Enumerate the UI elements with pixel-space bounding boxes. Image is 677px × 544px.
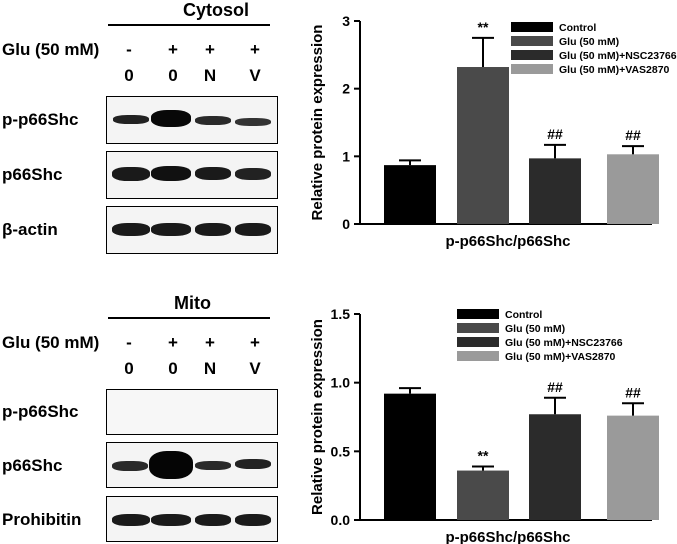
legend-swatch — [457, 323, 499, 333]
band — [113, 115, 149, 124]
cytosol-row-label: p-p66Shc — [2, 110, 79, 129]
band — [112, 223, 150, 236]
legend-swatch — [511, 22, 553, 32]
x-axis-label: p-p66Shc/p66Shc — [445, 233, 570, 250]
bar — [607, 154, 659, 224]
cytosol-lane-label: N — [203, 66, 217, 85]
mito-lane-label: V — [249, 359, 261, 378]
mito-glu-sign: - — [126, 333, 132, 352]
mito-blot-p-p66shc — [106, 389, 278, 435]
mito-blot-prohibitin — [106, 496, 278, 542]
legend-swatch — [511, 64, 553, 74]
mito-glu-sign: + — [205, 333, 215, 352]
significance-label: ## — [625, 384, 641, 400]
legend-entry: Glu (50 mM)+NSC23766 — [559, 50, 677, 62]
mito-row-label: Prohibitin — [2, 510, 82, 529]
band — [151, 110, 191, 127]
significance-label: ## — [547, 379, 563, 395]
mito-lane-label: N — [203, 359, 217, 378]
bar — [607, 415, 659, 520]
band — [151, 166, 191, 181]
y-tick-label: 1.0 — [331, 375, 351, 391]
cytosol-blot-beta-actin — [106, 206, 278, 254]
legend-swatch — [511, 50, 553, 60]
cytosol-glu-sign: + — [168, 40, 178, 59]
bar — [529, 414, 581, 520]
legend-entry: Glu (50 mM) — [559, 36, 619, 48]
cytosol-header-line — [108, 24, 270, 26]
mito-header: Mito — [174, 293, 211, 313]
band — [235, 459, 271, 469]
cytosol-lane-label: 0 — [168, 66, 178, 85]
cytosol-treatment-label: Glu (50 mM) — [2, 40, 100, 59]
mito-bar-chart: Relative protein expression 0.0 0.5 1.0 1.5 *… — [309, 306, 659, 544]
cytosol-lane-label: V — [249, 66, 261, 85]
y-tick-label: 0.5 — [331, 443, 351, 459]
band — [112, 461, 148, 471]
bar — [457, 470, 509, 520]
y-tick-label: 0.0 — [331, 512, 351, 528]
mito-blot-p66shc — [106, 442, 278, 488]
cytosol-row-label: p66Shc — [2, 165, 63, 184]
band — [195, 116, 231, 125]
band — [195, 514, 231, 526]
cytosol-header: Cytosol — [183, 0, 250, 20]
cytosol-glu-sign: - — [126, 40, 132, 59]
y-axis-label: Relative protein expression — [309, 319, 326, 515]
band — [112, 514, 150, 526]
bar — [457, 67, 509, 224]
mito-treatment-label: Glu (50 mM) — [2, 333, 100, 352]
band — [151, 514, 191, 526]
band — [195, 461, 231, 470]
mito-row-label: p66Shc — [2, 456, 63, 475]
y-axis-label: Relative protein expression — [309, 25, 326, 221]
legend-entry: Glu (50 mM)+NSC23766 — [505, 337, 623, 349]
band — [195, 223, 231, 236]
legend-swatch — [457, 337, 499, 347]
band — [235, 168, 271, 180]
y-tick-label: 1 — [342, 148, 350, 164]
cytosol-blot-p66shc — [106, 151, 278, 199]
legend-swatch — [457, 309, 499, 319]
band — [112, 167, 150, 181]
y-tick-label: 1.5 — [331, 306, 351, 322]
band — [235, 223, 271, 236]
y-tick-label: 0 — [342, 216, 350, 232]
x-axis-label: p-p66Shc/p66Shc — [445, 529, 570, 544]
legend-entry: Control — [559, 22, 596, 34]
mito-lane-label: 0 — [168, 359, 178, 378]
cytosol-glu-sign: + — [205, 40, 215, 59]
mito-row-label: p-p66Shc — [2, 402, 79, 421]
band — [195, 167, 231, 180]
legend-entry: Glu (50 mM)+VAS2870 — [505, 351, 616, 363]
band — [235, 118, 271, 126]
legend-swatch — [457, 351, 499, 361]
significance-label: ## — [547, 126, 563, 142]
y-tick-label: 3 — [342, 13, 350, 29]
bar — [384, 393, 436, 520]
cytosol-row-label: β-actin — [2, 220, 58, 239]
cytosol-lane-label: 0 — [124, 66, 134, 85]
significance-label: ** — [478, 19, 489, 35]
legend-entry: Glu (50 mM)+VAS2870 — [559, 64, 670, 76]
mito-lane-label: 0 — [124, 359, 134, 378]
band — [235, 514, 271, 526]
mito-glu-sign: + — [168, 333, 178, 352]
cytosol-bar-chart: Relative protein expression 0 1 2 3 ** ## ## p-p… — [309, 13, 677, 250]
legend-entry: Glu (50 mM) — [505, 323, 565, 335]
band — [149, 451, 193, 479]
cytosol-blot-p-p66shc — [106, 96, 278, 144]
bar — [529, 158, 581, 224]
bar — [384, 165, 436, 224]
legend-entry: Control — [505, 309, 542, 321]
legend-swatch — [511, 36, 553, 46]
mito-glu-sign: + — [250, 333, 260, 352]
significance-label: ## — [625, 127, 641, 143]
band — [151, 223, 191, 236]
mito-header-line — [108, 317, 270, 319]
significance-label: ** — [478, 447, 489, 463]
cytosol-glu-sign: + — [250, 40, 260, 59]
y-tick-label: 2 — [342, 81, 350, 97]
